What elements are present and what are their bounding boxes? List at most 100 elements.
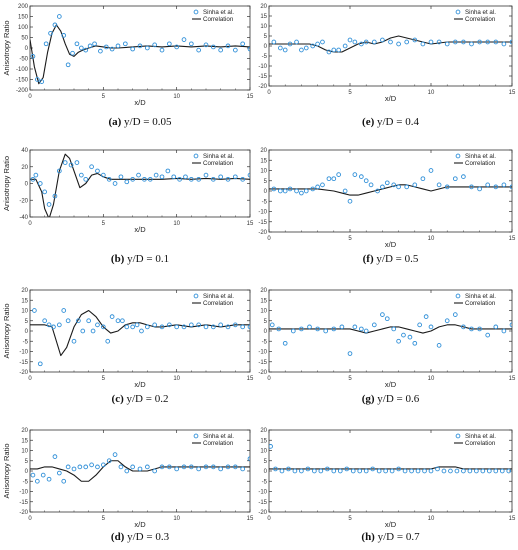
data-point	[501, 328, 507, 334]
data-point	[428, 168, 434, 173]
y-tick-label: 0	[25, 329, 29, 335]
data-point	[506, 468, 512, 474]
data-point	[444, 41, 450, 47]
data-point	[74, 160, 80, 165]
data-point	[32, 308, 37, 313]
caption-letter: (b)	[111, 253, 125, 265]
data-point	[152, 468, 158, 474]
data-point	[210, 464, 216, 470]
y-tick-label: -15	[258, 360, 267, 366]
data-point	[282, 188, 288, 194]
data-point	[37, 181, 43, 186]
data-point	[95, 464, 100, 470]
y-tick-label: 10	[21, 449, 28, 455]
x-tick-label: 10	[173, 94, 180, 100]
data-point	[120, 318, 125, 324]
data-point	[247, 456, 250, 462]
data-point	[203, 464, 209, 470]
data-point	[83, 176, 89, 182]
correlation-line	[269, 184, 512, 196]
data-point	[183, 174, 188, 180]
data-point	[412, 340, 418, 346]
x-tick-label: 5	[348, 516, 352, 522]
plot-data	[30, 14, 250, 85]
x-tick-label: 5	[348, 90, 352, 96]
y-tick-label: -100	[16, 67, 29, 73]
data-point	[277, 45, 283, 51]
data-point	[412, 37, 418, 43]
data-point	[61, 478, 67, 484]
data-point	[118, 174, 124, 180]
y-tick-label: 15	[260, 14, 267, 20]
data-point	[282, 340, 288, 346]
data-point	[277, 188, 283, 194]
data-point	[196, 466, 202, 472]
y-tick-label: 0	[264, 189, 268, 195]
data-point	[315, 326, 320, 332]
x-axis-label: x/D	[385, 380, 397, 389]
data-point	[436, 39, 442, 45]
data-point	[269, 444, 273, 449]
legend-label-correlation: Correlation	[465, 440, 496, 447]
data-point	[52, 22, 58, 28]
data-point	[42, 318, 48, 324]
data-point	[118, 464, 124, 470]
plot-data	[30, 153, 250, 217]
data-point	[247, 324, 250, 330]
data-point	[310, 43, 316, 49]
data-point	[271, 39, 277, 45]
legend-marker-measured	[193, 9, 199, 15]
legend-marker-measured	[455, 9, 461, 15]
data-point	[95, 322, 100, 328]
legend-label-measured: Sinha et al.	[465, 9, 496, 16]
data-point	[122, 41, 128, 47]
y-tick-label: 20	[21, 165, 28, 171]
y-tick-label: 5	[264, 34, 268, 40]
data-point	[181, 464, 187, 470]
data-point	[100, 462, 106, 468]
y-tick-label: 100	[18, 25, 29, 31]
data-point	[174, 44, 180, 50]
data-point	[318, 468, 324, 474]
data-point	[436, 182, 442, 188]
data-point	[134, 322, 140, 328]
data-point	[46, 202, 52, 207]
data-point	[144, 324, 150, 330]
data-point	[509, 322, 512, 328]
data-point	[159, 324, 165, 330]
y-tick-label: -10	[19, 350, 28, 356]
y-tick-label: -15	[19, 500, 28, 506]
data-point	[384, 180, 390, 186]
data-point	[203, 324, 209, 330]
x-axis-label: x/D	[385, 94, 397, 103]
data-point	[420, 41, 426, 47]
panel-caption: (b) y/D = 0.1	[111, 253, 169, 265]
legend-label-correlation: Correlation	[465, 300, 496, 307]
data-point	[383, 468, 388, 474]
data-point	[218, 466, 224, 472]
data-point	[352, 172, 358, 177]
data-point	[153, 172, 159, 178]
data-point	[509, 39, 512, 45]
y-tick-label: 15	[260, 158, 267, 164]
x-axis-label: x/D	[134, 520, 146, 529]
x-tick-label: 10	[428, 90, 435, 96]
data-point	[299, 468, 304, 474]
data-point	[391, 182, 397, 188]
data-point	[124, 468, 130, 474]
x-tick-label: 10	[173, 376, 180, 382]
data-point	[124, 179, 130, 185]
data-point	[276, 326, 282, 332]
data-point	[485, 182, 491, 188]
legend: Sinha et al.Correlation	[454, 9, 496, 23]
caption-letter: (a)	[108, 116, 121, 128]
data-point	[428, 468, 434, 474]
legend: Sinha et al.Correlation	[192, 293, 234, 307]
y-tick-label: -15	[258, 220, 267, 226]
data-point	[109, 46, 115, 52]
data-point	[363, 328, 369, 334]
y-tick-label: -5	[23, 339, 29, 345]
correlation-line	[269, 35, 512, 53]
data-point	[409, 468, 414, 474]
data-point	[396, 184, 401, 190]
